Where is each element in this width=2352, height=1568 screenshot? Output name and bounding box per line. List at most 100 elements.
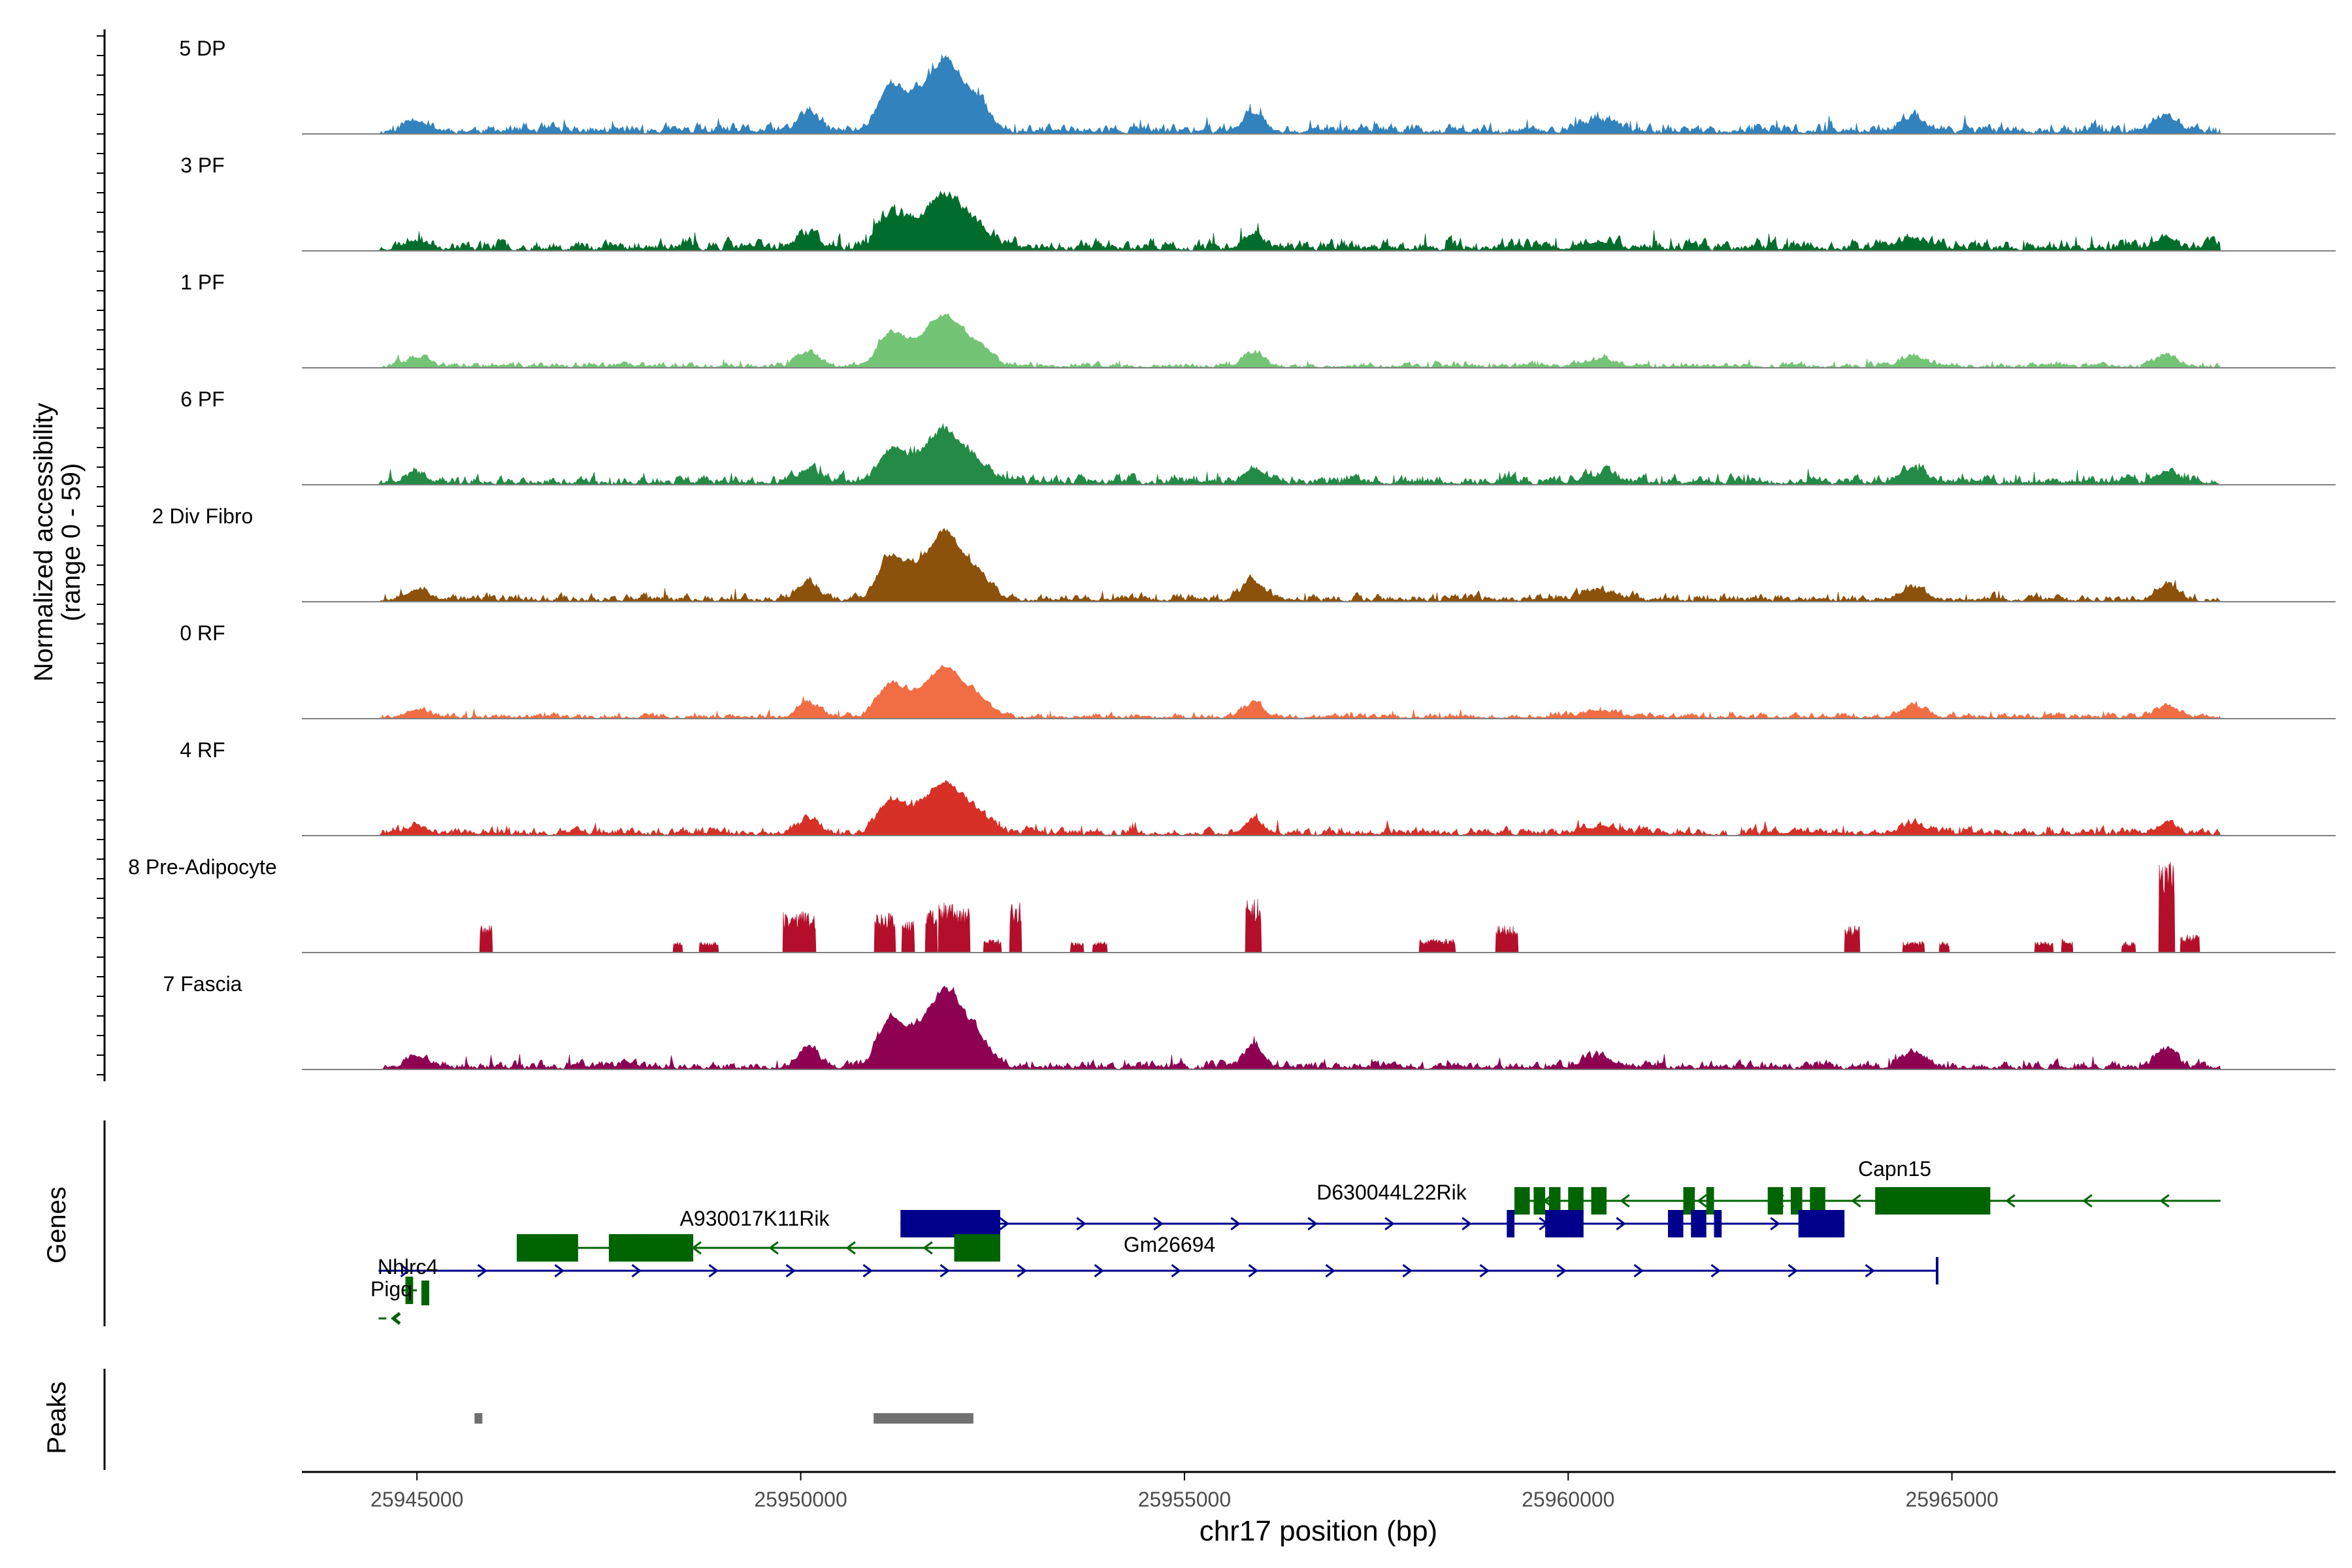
peak-track	[474, 1413, 973, 1424]
gene-exon	[1667, 1210, 1684, 1237]
strand-arrow	[477, 1264, 487, 1278]
strand-arrow	[785, 1264, 796, 1278]
track-6-pf: 6 PF	[180, 387, 2336, 485]
strand-arrow	[1248, 1264, 1258, 1278]
gene-gm26694: Gm26694	[378, 1233, 1938, 1284]
strand-arrow	[2005, 1194, 2016, 1208]
strand-arrow	[1851, 1194, 1861, 1208]
strand-arrow	[1402, 1264, 1413, 1278]
coverage-tracks: 5 DP 3 PF 1 PF 6 PF 2 Div Fibro 0 RF 4 RF 8 Pre…	[128, 37, 2336, 1070]
coverage-area	[378, 423, 2221, 485]
genes-panel-title: Genes	[42, 1186, 71, 1264]
y-axis-title: Normalized accessibility	[29, 403, 58, 682]
strand-arrow	[1865, 1264, 1875, 1278]
track-7-fascia: 7 Fascia	[163, 972, 2336, 1070]
coverage-area	[378, 985, 2221, 1070]
gene-exon	[1691, 1210, 1707, 1237]
gene-exon	[421, 1281, 429, 1305]
coverage-area	[378, 54, 2221, 135]
strand-arrow	[1094, 1264, 1104, 1278]
track-3-pf: 3 PF	[180, 154, 2336, 252]
strand-arrow	[1076, 1217, 1086, 1231]
gene-exon	[1714, 1210, 1722, 1237]
gene-exon	[1568, 1187, 1584, 1215]
strand-arrow	[939, 1264, 950, 1278]
coverage-area	[378, 528, 2221, 602]
x-tick-label: 25965000	[1905, 1488, 1998, 1511]
strand-arrow	[1307, 1217, 1318, 1231]
gene-track: Capn15 D630044L22Rik A930017K11Rik Gm26694 N…	[370, 1157, 2221, 1325]
track-0-rf: 0 RF	[180, 621, 2336, 719]
strand-arrow	[1384, 1217, 1395, 1231]
gene-exon	[954, 1234, 1000, 1262]
track-label: 4 RF	[180, 738, 225, 762]
strand-arrow	[999, 1217, 1009, 1231]
x-tick-label: 25960000	[1522, 1488, 1614, 1511]
gene-exon	[1706, 1187, 1714, 1215]
track-label: 5 DP	[179, 37, 225, 60]
strand-arrow	[768, 1241, 779, 1255]
track-label: 0 RF	[180, 621, 225, 645]
track-label: 2 Div Fibro	[152, 504, 253, 528]
strand-arrow	[1616, 1217, 1626, 1231]
strand-arrow	[1017, 1264, 1027, 1278]
gene-exon	[1533, 1187, 1546, 1215]
gene-exon	[1514, 1187, 1530, 1215]
peak-region	[474, 1413, 483, 1424]
gene-label: Nhlrc4	[378, 1255, 438, 1279]
y-axis-subtitle: (range 0 - 59)	[57, 463, 86, 621]
strand-arrow	[1633, 1264, 1644, 1278]
gene-exon	[1790, 1187, 1803, 1215]
track-1-pf: 1 PF	[180, 270, 2336, 368]
gene-label: Pigq	[370, 1277, 412, 1301]
x-axis-ticks: 25945000 25950000 25955000 25960000 25965000	[370, 1472, 1999, 1511]
gene-capn15: Capn15	[1514, 1157, 2221, 1215]
strand-arrow	[1479, 1264, 1490, 1278]
x-axis-title: chr17 position (bp)	[1200, 1515, 1437, 1547]
strand-arrow	[1230, 1217, 1241, 1231]
gene-pigq: Pigq	[370, 1277, 412, 1320]
strand-arrow	[554, 1264, 564, 1278]
gene-d630044l22rik: D630044L22Rik	[900, 1181, 1845, 1237]
x-tick-label: 25955000	[1138, 1488, 1231, 1511]
gene-label: Gm26694	[1124, 1233, 1216, 1256]
track-2-div-fibro: 2 Div Fibro	[152, 504, 2336, 602]
peaks-panel-title: Peaks	[42, 1381, 71, 1454]
gene-exon	[516, 1234, 578, 1262]
x-tick-label: 25950000	[754, 1488, 847, 1511]
coverage-y-ticks	[97, 35, 105, 1075]
track-8-pre-adipocyte: 8 Pre-Adipocyte	[128, 855, 2336, 953]
gene-exon	[405, 1277, 414, 1304]
gene-exon	[1810, 1187, 1825, 1215]
coverage-area	[378, 779, 2221, 836]
strand-arrow	[862, 1264, 873, 1278]
strand-arrow	[1620, 1194, 1630, 1208]
strand-arrow	[1462, 1217, 1472, 1231]
coverage-area	[378, 313, 2221, 368]
strand-arrow	[708, 1264, 719, 1278]
track-label: 8 Pre-Adipocyte	[128, 855, 277, 879]
coverage-area	[378, 191, 2221, 252]
strand-arrow	[923, 1241, 933, 1255]
gene-exon	[1875, 1187, 1991, 1215]
gene-label: A930017K11Rik	[680, 1207, 830, 1230]
coverage-area	[378, 862, 2221, 953]
coverage-area	[378, 664, 2221, 719]
gene-exon	[1507, 1210, 1515, 1237]
track-5-dp: 5 DP	[179, 37, 2336, 135]
track-label: 3 PF	[180, 154, 225, 177]
track-label: 6 PF	[180, 387, 225, 411]
gene-label: D630044L22Rik	[1316, 1181, 1467, 1204]
strand-arrow	[1153, 1217, 1164, 1231]
strand-arrow	[1710, 1264, 1721, 1278]
gene-exon	[1935, 1257, 1938, 1284]
strand-arrow	[2082, 1194, 2093, 1208]
strand-arrow	[1697, 1194, 1707, 1208]
track-4-rf: 4 RF	[180, 738, 2336, 836]
strand-arrow	[845, 1241, 856, 1255]
gene-exon	[1683, 1187, 1695, 1215]
gene-exon	[608, 1234, 694, 1262]
gene-exon	[1545, 1210, 1584, 1237]
x-tick-label: 25945000	[370, 1488, 463, 1511]
